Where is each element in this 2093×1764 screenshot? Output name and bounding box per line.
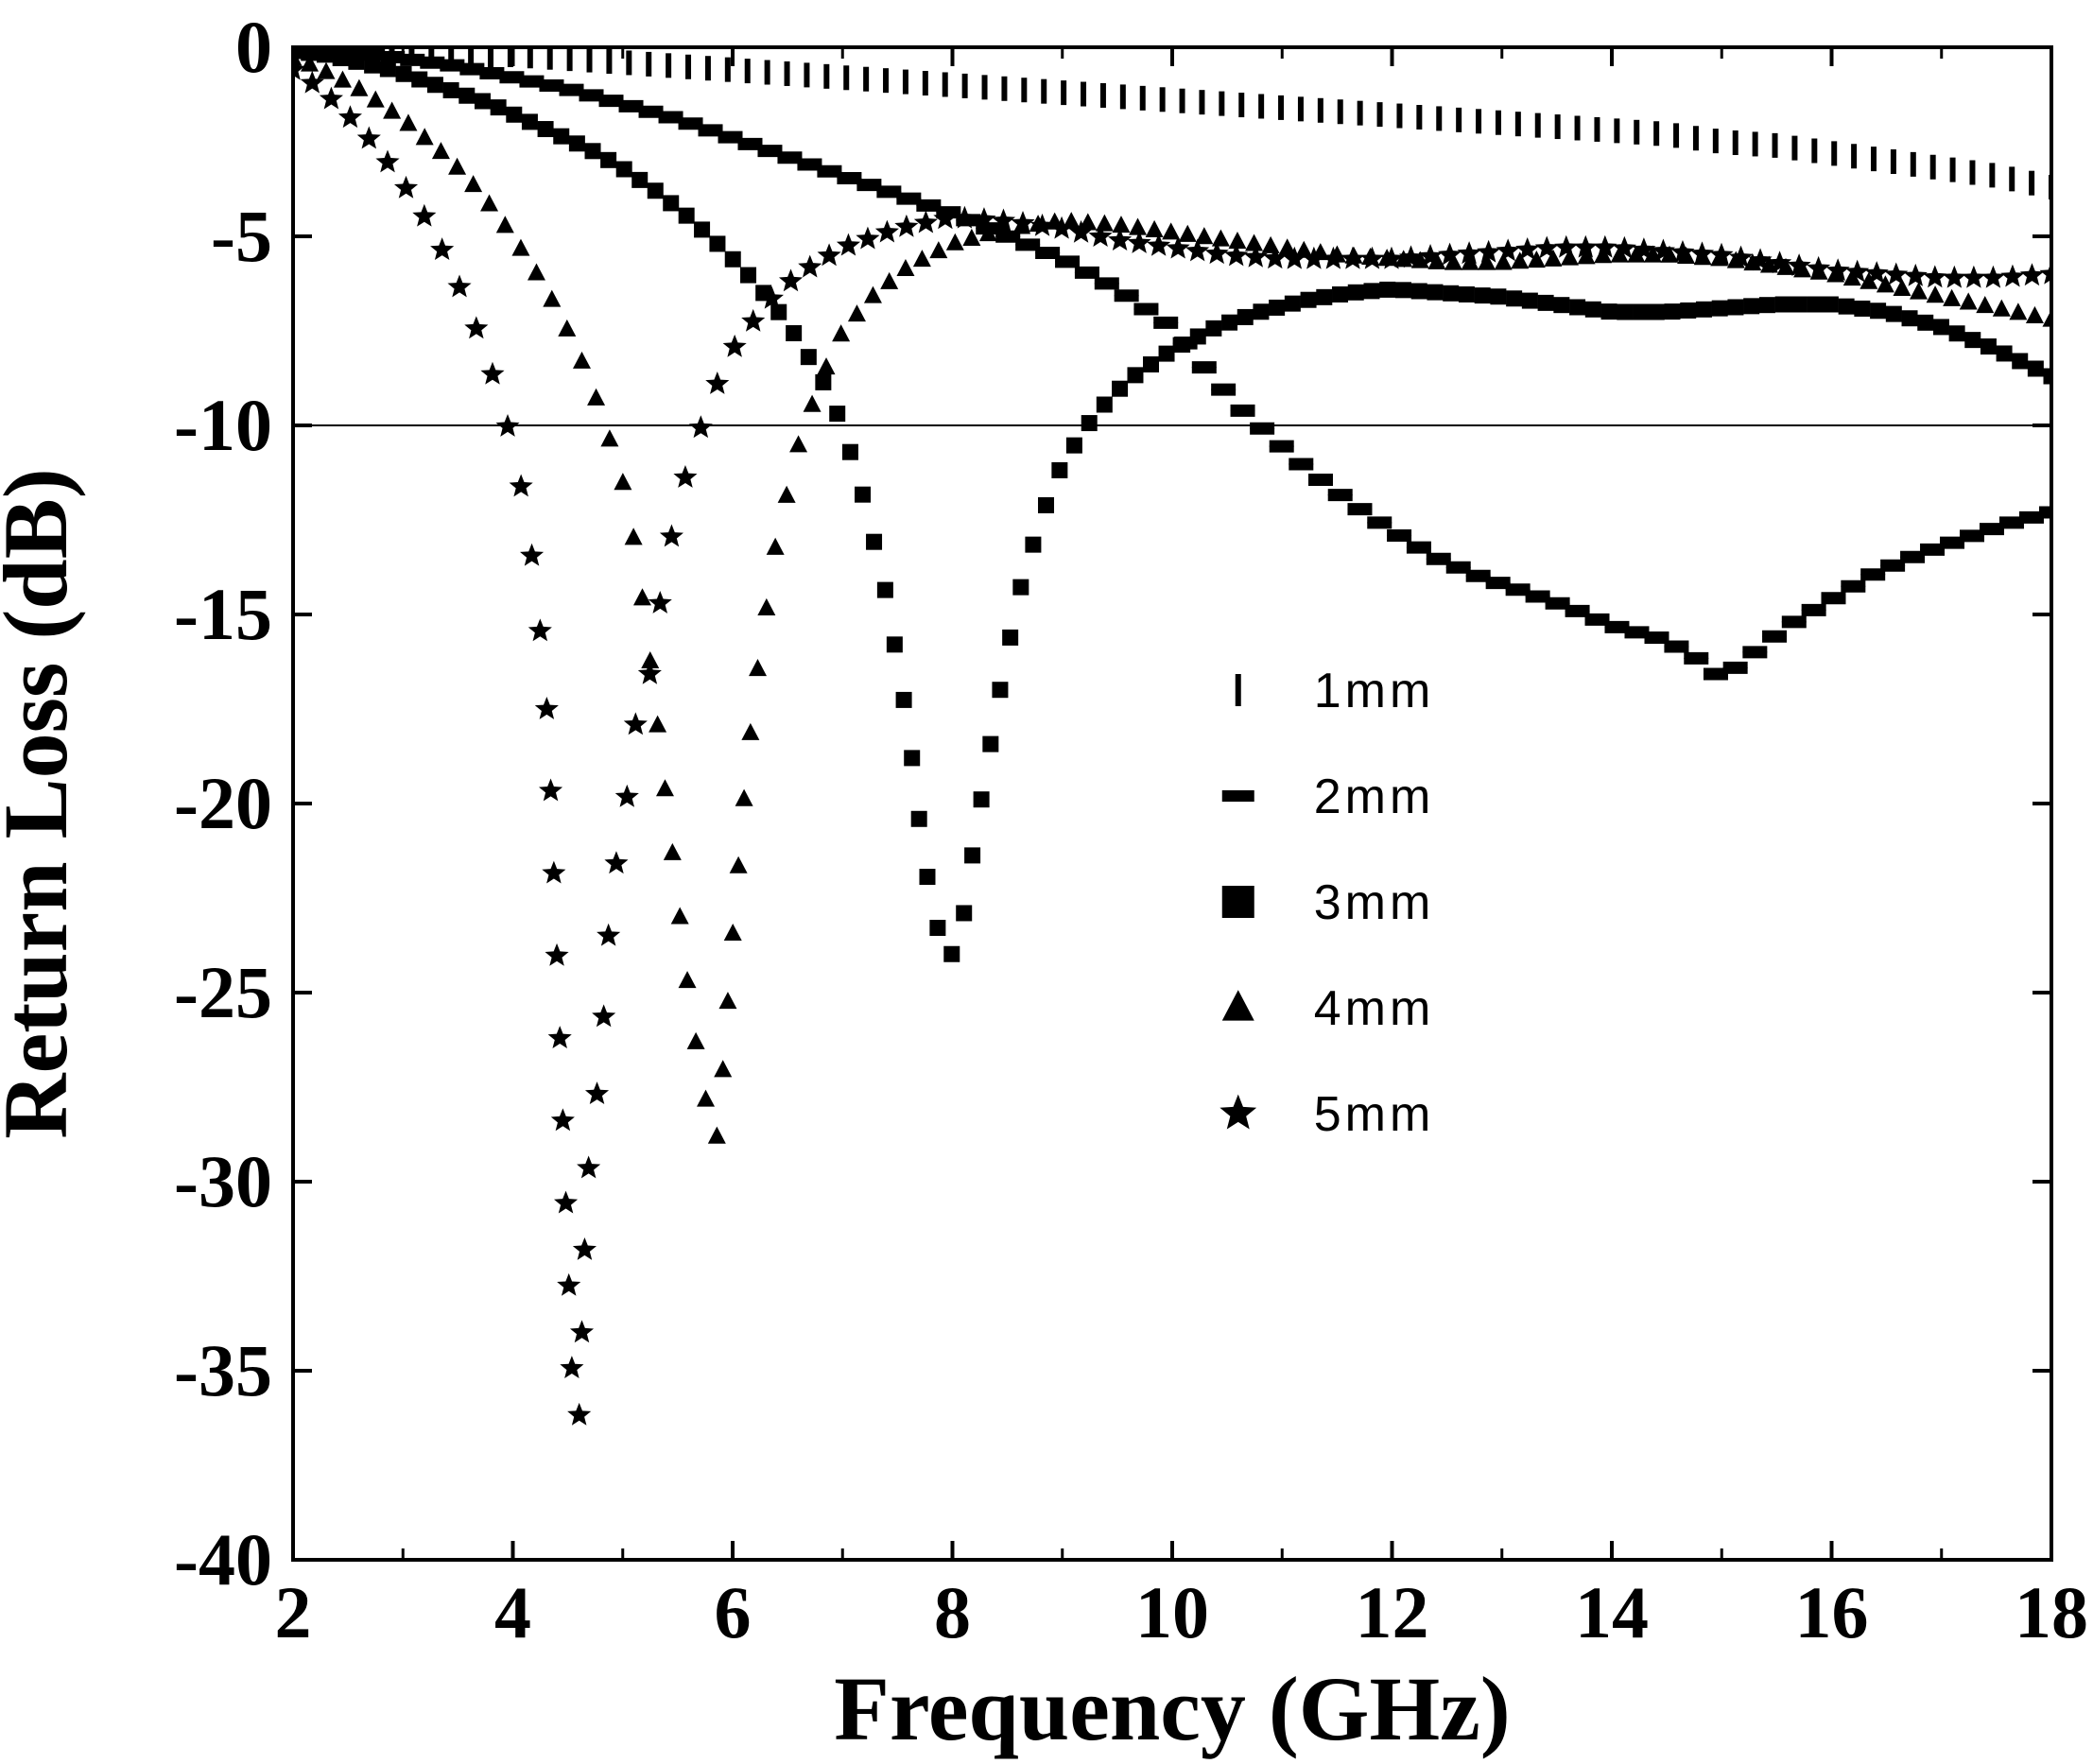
x-tick-label: 14 [1575,1571,1649,1653]
x-tick-label: 8 [934,1571,971,1653]
series-group [281,35,2064,1426]
legend-label: 1mm [1314,664,1435,718]
x-axis-label: Frequency (GHz) [834,1658,1510,1759]
y-tick-label: -25 [174,951,272,1033]
x-tick-label: 12 [1356,1571,1429,1653]
y-tick-label: -40 [174,1518,272,1600]
return-loss-chart: 2 4 6 8 10 12 14 16 18 0 -5 -10 -15 -20 -25 -30 -35 -40 Fr… [0,0,2093,1764]
x-tick-label: 2 [275,1571,312,1653]
x-tick-label: 10 [1135,1571,1209,1653]
x-tick-label: 6 [715,1571,752,1653]
legend-label: 2mm [1314,770,1435,824]
y-tick-label: -10 [174,384,272,466]
x-tick-label: 4 [494,1571,531,1653]
y-tick-label: -20 [174,762,272,844]
series-3mm [285,43,2060,962]
y-tick-label: -5 [211,195,272,277]
x-tick-label: 16 [1795,1571,1869,1653]
y-tick-label: 0 [235,6,272,88]
legend-label: 5mm [1314,1087,1435,1142]
x-tick-label: 18 [2015,1571,2088,1653]
legend: 1mm 2mm 3mm 4mm 5mm [1219,664,1434,1142]
series-4mm [285,49,2061,1144]
legend-label: 4mm [1314,981,1435,1036]
legend-label: 3mm [1314,875,1435,930]
y-tick-label: -30 [174,1140,272,1222]
y-axis-label: Return Loss (dB) [0,468,86,1138]
series-5mm [281,58,2063,1426]
y-tick-label: -15 [174,573,272,655]
chart-container: 2 4 6 8 10 12 14 16 18 0 -5 -10 -15 -20 -25 -30 -35 -40 Fr… [0,0,2093,1764]
y-tick-label: -35 [174,1329,272,1411]
